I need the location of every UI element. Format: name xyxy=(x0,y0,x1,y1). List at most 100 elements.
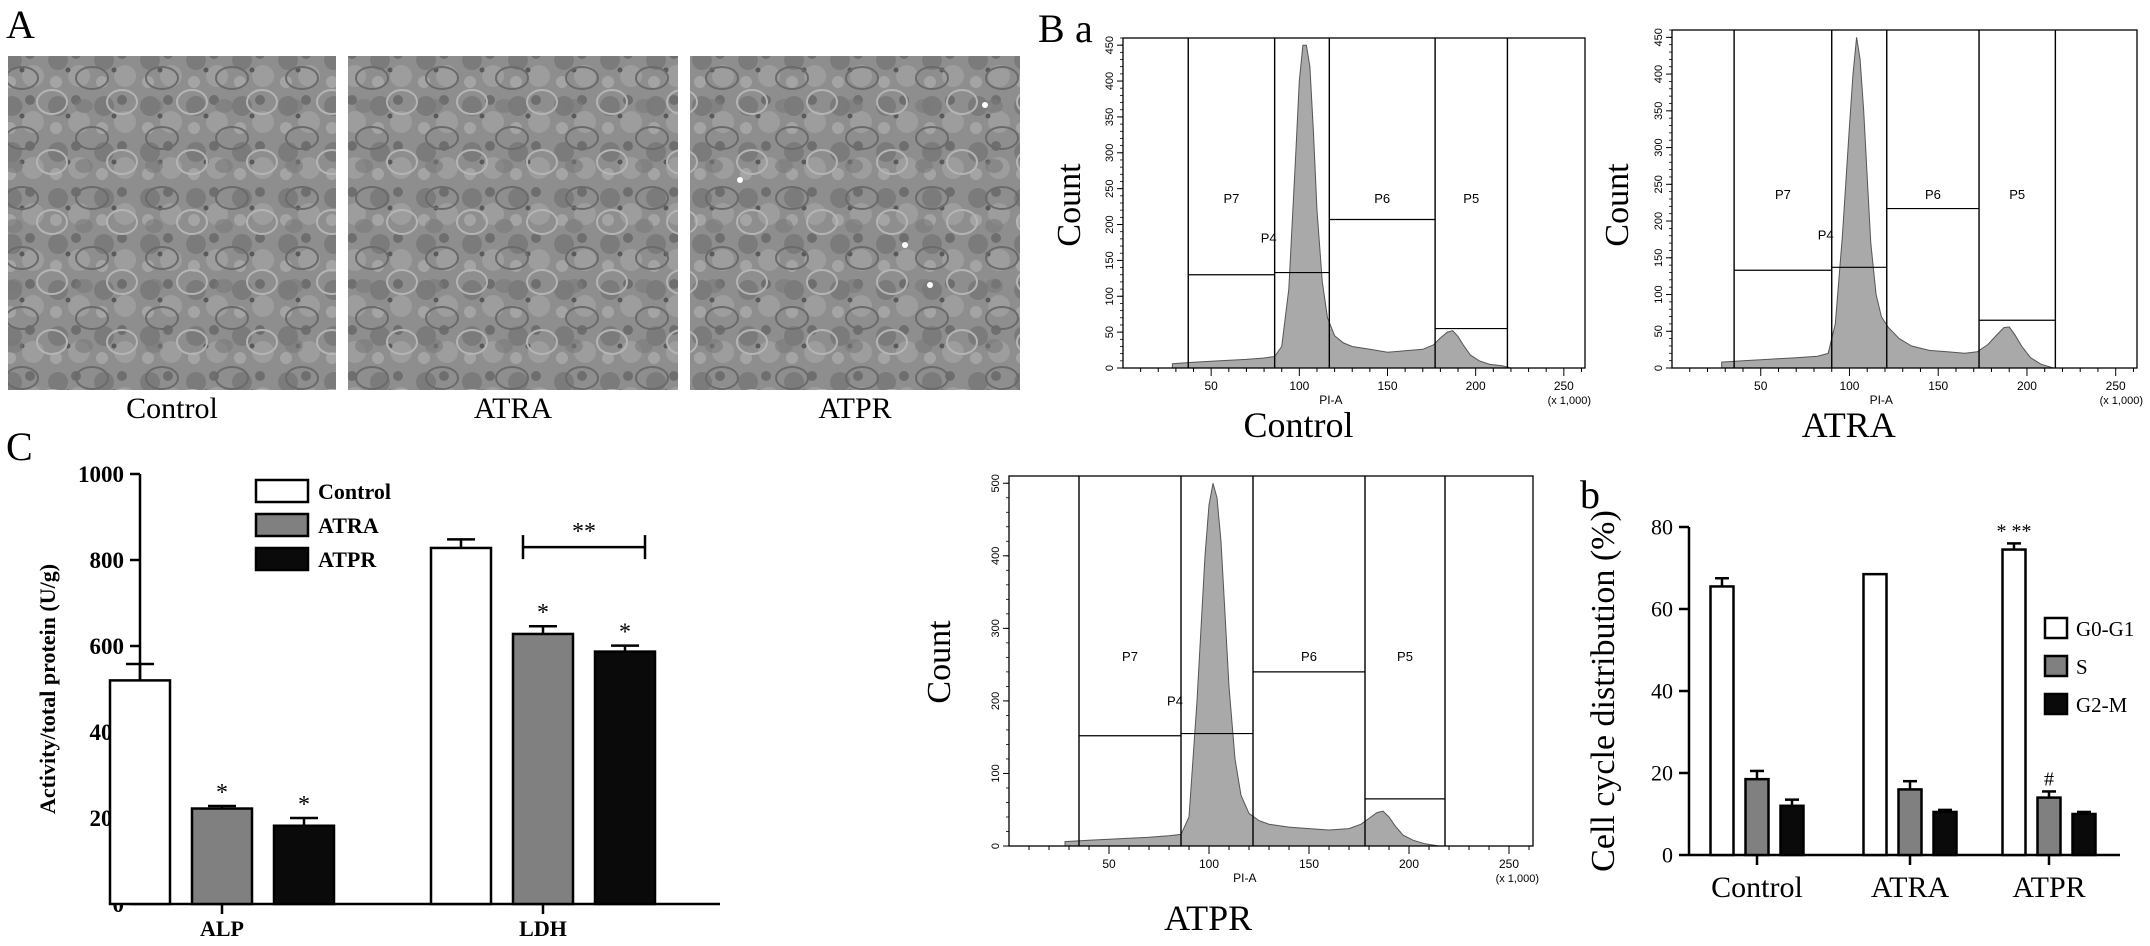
y-tick-label: 450 xyxy=(1653,28,1665,46)
x-axis-unit: (x 1,000) xyxy=(1496,873,1539,885)
significance-mark: * xyxy=(537,600,549,626)
micrograph-label-atpr: ATPR xyxy=(818,392,891,425)
y-tick-label: 800 xyxy=(90,548,125,573)
bar xyxy=(511,632,575,906)
y-axis-label: Count xyxy=(1051,163,1088,247)
bar xyxy=(190,807,254,906)
category-label: ATRA xyxy=(1871,871,1950,904)
y-tick-label: 300 xyxy=(1104,144,1116,162)
bar xyxy=(593,650,657,906)
y-tick-label: 1000 xyxy=(78,462,124,487)
legend-swatch xyxy=(254,546,310,572)
legend-swatch xyxy=(254,478,310,504)
y-tick-label: 300 xyxy=(1653,138,1665,156)
significance-mark: # xyxy=(2044,768,2054,790)
bar xyxy=(2071,812,2097,857)
plot-frame xyxy=(1122,37,1586,369)
x-axis-label: PI-A xyxy=(1319,393,1342,407)
y-tick-label: 0 xyxy=(1653,365,1665,371)
histogram-control: P7 P4 P6 P5 50 100 150 200 250 0 50 100 150 200 250 300… xyxy=(1051,36,1591,445)
y-axis-label: Count xyxy=(921,620,958,704)
panel-letter-a: A xyxy=(6,2,35,47)
y-tick-label: 150 xyxy=(1653,249,1665,267)
bar xyxy=(1709,585,1735,857)
y-tick-label: 80 xyxy=(1651,515,1673,540)
gate-label: P4 xyxy=(1261,231,1277,246)
x-axis-label: PI-A xyxy=(1870,393,1893,407)
legend-swatch xyxy=(2043,692,2069,716)
gate-label: P5 xyxy=(1397,649,1413,664)
histogram-atpr: P7 P4 P6 P5 50 100 150 200 250 0 100 200 300 400 500 PI… xyxy=(921,474,1539,938)
y-axis-label: Cell cycle distribution (%) xyxy=(1585,510,1622,872)
y-tick-label: 100 xyxy=(990,764,1002,782)
bar xyxy=(1862,572,1888,857)
histogram-atra: P7 P4 P6 P5 50 100 150 200 250 0 50 100 150 200 250 300… xyxy=(1599,28,2143,445)
legend-swatch xyxy=(2043,616,2069,640)
significance-mark: * xyxy=(216,780,228,806)
significance-mark: * xyxy=(298,792,310,818)
panel-letter-b: B xyxy=(1038,6,1065,51)
cell-cycle-chart: 0 20 40 60 80 Control ATRA ATPR * ** # Cell cycle … xyxy=(1585,510,2134,904)
x-axis-label: PI-A xyxy=(1233,871,1256,885)
x-tick-label: 200 xyxy=(2017,379,2037,393)
x-axis-unit: (x 1,000) xyxy=(1548,395,1591,407)
y-tick-label: 50 xyxy=(1104,326,1116,338)
legend-label: Control xyxy=(318,479,391,504)
x-tick-label: 150 xyxy=(1299,857,1319,871)
bar xyxy=(1897,788,1923,857)
x-tick-label: 100 xyxy=(1289,379,1309,393)
y-tick-label: 0 xyxy=(990,843,1002,849)
legend-swatch xyxy=(2043,654,2069,678)
significance-mark: * xyxy=(619,620,631,646)
y-tick-label: 300 xyxy=(990,619,1002,637)
plot-frame xyxy=(1008,475,1534,847)
bar xyxy=(108,679,172,906)
enzyme-activity-chart: 02004006008001000ALP**LDH**Activity/tota… xyxy=(35,462,720,941)
y-tick-label: 40 xyxy=(1651,679,1673,704)
bar xyxy=(2001,548,2027,857)
y-tick-label: 0 xyxy=(1104,365,1116,371)
y-tick-label: 500 xyxy=(990,474,1002,492)
legend-label: ATRA xyxy=(318,513,379,538)
micrograph-label-atra: ATRA xyxy=(474,392,553,425)
micrograph-atra xyxy=(348,56,678,390)
x-tick-label: 250 xyxy=(2106,379,2126,393)
significance-mark: * ** xyxy=(1997,520,2032,542)
gate-label: P6 xyxy=(1925,187,1941,202)
gate-label: P6 xyxy=(1301,649,1317,664)
histogram-area xyxy=(1171,44,1512,369)
y-axis-label: Count xyxy=(1599,163,1636,247)
x-tick-label: 200 xyxy=(1466,379,1486,393)
x-tick-label: 50 xyxy=(1204,379,1218,393)
y-tick-label: 250 xyxy=(1653,175,1665,193)
bar xyxy=(1932,810,1958,857)
y-tick-label: 350 xyxy=(1104,108,1116,126)
bar xyxy=(1744,777,1770,857)
x-tick-label: 100 xyxy=(1199,857,1219,871)
x-tick-label: 100 xyxy=(1839,379,1859,393)
gate-label: P4 xyxy=(1818,228,1834,243)
panel-letter-c: C xyxy=(6,424,33,469)
histogram-area xyxy=(1721,37,2054,369)
plot-frame xyxy=(1671,29,2138,369)
y-tick-label: 600 xyxy=(90,634,125,659)
histogram-title: ATPR xyxy=(1164,898,1252,938)
y-tick-label: 100 xyxy=(1104,287,1116,305)
bar xyxy=(429,546,493,906)
x-axis-unit: (x 1,000) xyxy=(2100,395,2143,407)
category-label: Control xyxy=(1711,871,1803,904)
y-tick-label: 400 xyxy=(1653,65,1665,83)
y-tick-label: 20 xyxy=(1651,761,1673,786)
histogram-area xyxy=(1064,483,1440,847)
y-tick-label: 400 xyxy=(1104,72,1116,90)
panel-letter-b-a: a xyxy=(1075,6,1093,51)
gate-label: P7 xyxy=(1775,187,1791,202)
y-tick-label: 200 xyxy=(990,692,1002,710)
x-tick-label: 150 xyxy=(1928,379,1948,393)
micrograph-control xyxy=(8,56,336,390)
legend-label: G2-M xyxy=(2076,693,2128,717)
bar xyxy=(1779,804,1805,857)
gate-label: P5 xyxy=(1463,191,1479,206)
x-tick-label: 250 xyxy=(1554,379,1574,393)
